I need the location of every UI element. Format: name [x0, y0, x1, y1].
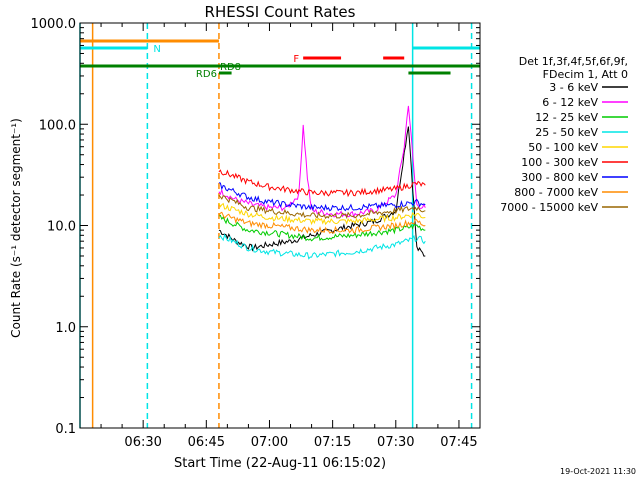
legend-entry: 800 - 7000 keV [514, 186, 628, 199]
flag-label-RD6: RD6 [196, 69, 217, 80]
x-tick-label: 07:15 [314, 435, 351, 450]
legend-header-line-1: Det 1f,3f,4f,5f,6f,9f, [519, 55, 628, 68]
chart-title: RHESSI Count Rates [205, 3, 356, 21]
legend-entry-label: 6 - 12 keV [542, 96, 598, 109]
y-tick-label: 0.1 [55, 422, 76, 437]
x-axis-ticks: 06:30 06:45 07:00 07:15 07:30 07:45 [79, 23, 481, 450]
series-line-6 [218, 182, 426, 212]
x-tick-label: 06:45 [188, 435, 225, 450]
series-line-3 [218, 233, 426, 260]
legend: Det 1f,3f,4f,5f,6f,9f, FDecim 1, Att 0 3… [500, 55, 628, 214]
legend-entry-label: 300 - 800 keV [521, 171, 598, 184]
y-tick-label: 100.0 [39, 118, 76, 133]
footer-timestamp: 19-Oct-2021 11:30 [560, 467, 636, 476]
x-tick-label: 07:45 [440, 435, 477, 450]
legend-entry: 12 - 25 keV [535, 111, 628, 124]
legend-entry-label: 7000 - 15000 keV [500, 201, 598, 214]
x-tick-label: 07:30 [377, 435, 414, 450]
flag-label-RD8: RD8 [220, 62, 241, 73]
y-axis-label: Count Rate (s⁻¹ detector segment⁻¹) [9, 118, 23, 338]
y-tick-label: 1000.0 [31, 17, 77, 32]
series-line-8 [218, 194, 426, 220]
legend-entry-label: 3 - 6 keV [549, 81, 598, 94]
series-line-4 [218, 202, 426, 226]
legend-entry-label: 12 - 25 keV [535, 111, 598, 124]
series-line-7 [218, 211, 426, 234]
series-line-2 [218, 214, 426, 242]
legend-entry: 25 - 50 keV [535, 126, 628, 139]
flag-label-N: N [153, 44, 160, 55]
legend-entry-label: 100 - 300 keV [521, 156, 598, 169]
x-tick-label: 07:00 [251, 435, 288, 450]
legend-entry: 50 - 100 keV [528, 141, 628, 154]
y-axis-ticks: 0.1 1.0 10.0 100.0 1000.0 [31, 17, 480, 437]
series-line-5 [218, 169, 426, 198]
legend-entry-label: 50 - 100 keV [528, 141, 598, 154]
legend-entry: 300 - 800 keV [521, 171, 628, 184]
y-tick-label: 10.0 [47, 220, 76, 235]
series-line-1 [218, 105, 426, 219]
legend-entry-label: 25 - 50 keV [535, 126, 598, 139]
legend-entry: 3 - 6 keV [549, 81, 628, 94]
x-tick-label: 06:30 [124, 435, 161, 450]
flag-label-F: F [293, 54, 299, 65]
legend-header-line-2: FDecim 1, Att 0 [543, 68, 628, 81]
y-tick-label: 1.0 [55, 321, 76, 336]
legend-entry: 6 - 12 keV [542, 96, 628, 109]
legend-entry-label: 800 - 7000 keV [514, 186, 598, 199]
legend-entry: 100 - 300 keV [521, 156, 628, 169]
x-axis-label: Start Time (22-Aug-11 06:15:02) [174, 456, 386, 471]
legend-entry: 7000 - 15000 keV [500, 201, 628, 214]
